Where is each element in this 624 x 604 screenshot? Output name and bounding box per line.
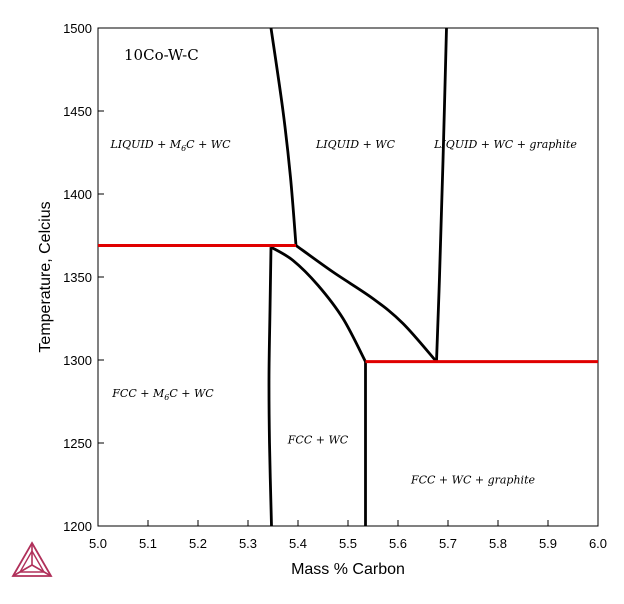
phase-boundary-3 [270, 245, 367, 363]
y-axis-label: Temperature, Celcius [37, 201, 54, 352]
region-label: FCC + M6C + WC [111, 387, 214, 402]
x-tick-label: 5.7 [439, 536, 457, 551]
region-label: FCC + WC [287, 434, 349, 447]
region-label: LIQUID + WC + graphite [433, 138, 577, 151]
y-tick-label: 1200 [63, 519, 92, 534]
x-tick-label: 5.9 [539, 536, 557, 551]
y-tick-label: 1250 [63, 436, 92, 451]
x-axis-ticks: 5.0 5.1 5.2 5.3 5.4 5.5 5.6 5.7 5.8 5.9 6.0 [89, 520, 607, 551]
x-tick-label: 5.1 [139, 536, 157, 551]
region-label: FCC + WC + graphite [410, 474, 536, 487]
region-labels: LIQUID + M6C + WC LIQUID + WC LIQUID + WC … [109, 138, 577, 486]
x-tick-label: 5.5 [339, 536, 357, 551]
phase-boundary-2 [295, 244, 438, 363]
region-label: LIQUID + M6C + WC [109, 138, 231, 153]
phase-boundary-1 [435, 27, 448, 362]
thermo-calc-logo-icon [11, 541, 53, 577]
region-label: LIQUID + WC [315, 138, 396, 151]
x-axis-label: Mass % Carbon [291, 561, 405, 578]
plot-frame [97, 27, 599, 527]
y-axis-ticks: 1200 1250 1300 1350 1400 1450 1500 [63, 21, 104, 534]
x-tick-label: 5.3 [239, 536, 257, 551]
y-tick-label: 1400 [63, 187, 92, 202]
phase-boundary-0 [269, 27, 298, 246]
x-tick-label: 5.8 [489, 536, 507, 551]
phase-boundaries [98, 27, 598, 527]
chart-title: 10Co-W-C [124, 46, 199, 64]
x-tick-label: 5.2 [189, 536, 207, 551]
x-tick-label: 6.0 [589, 536, 607, 551]
y-tick-label: 1350 [63, 270, 92, 285]
x-tick-label: 5.6 [389, 536, 407, 551]
x-tick-label: 5.4 [289, 536, 307, 551]
y-tick-label: 1450 [63, 104, 92, 119]
x-tick-label: 5.0 [89, 536, 107, 551]
phase-boundary-4 [267, 247, 273, 527]
y-tick-label: 1500 [63, 21, 92, 36]
y-tick-label: 1300 [63, 353, 92, 368]
